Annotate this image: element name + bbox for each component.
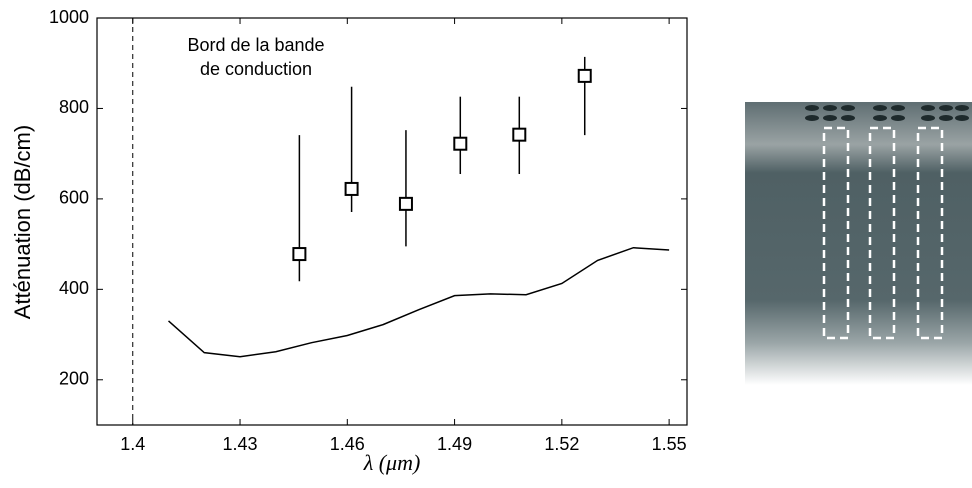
data-point xyxy=(398,196,413,211)
x-tick-label: 1.49 xyxy=(437,434,472,454)
x-tick-label: 1.4 xyxy=(120,434,145,454)
y-tick-label: 800 xyxy=(59,97,89,117)
data-point xyxy=(577,68,592,83)
plot-frame xyxy=(96,17,688,426)
x-tick-label: 1.55 xyxy=(652,434,687,454)
y-tick-label: 1000 xyxy=(49,7,89,27)
data-point xyxy=(453,136,468,151)
y-tick-label: 400 xyxy=(59,278,89,298)
y-tick-label: 200 xyxy=(59,369,89,389)
y-tick-label: 600 xyxy=(59,188,89,208)
x-tick-label: 1.46 xyxy=(330,434,365,454)
attenuation-curve xyxy=(168,246,670,358)
annotation: de conduction xyxy=(200,59,312,79)
data-point xyxy=(292,247,307,262)
x-tick-label: 1.43 xyxy=(223,434,258,454)
micrograph xyxy=(745,102,972,385)
y-axis-label: Atténuation (dB/cm) xyxy=(10,125,35,319)
data-point xyxy=(344,181,359,196)
annotation: Bord de la bande xyxy=(187,35,324,55)
data-point xyxy=(512,127,527,142)
x-axis-label: λ (μm) xyxy=(363,450,421,475)
x-tick-label: 1.52 xyxy=(544,434,579,454)
